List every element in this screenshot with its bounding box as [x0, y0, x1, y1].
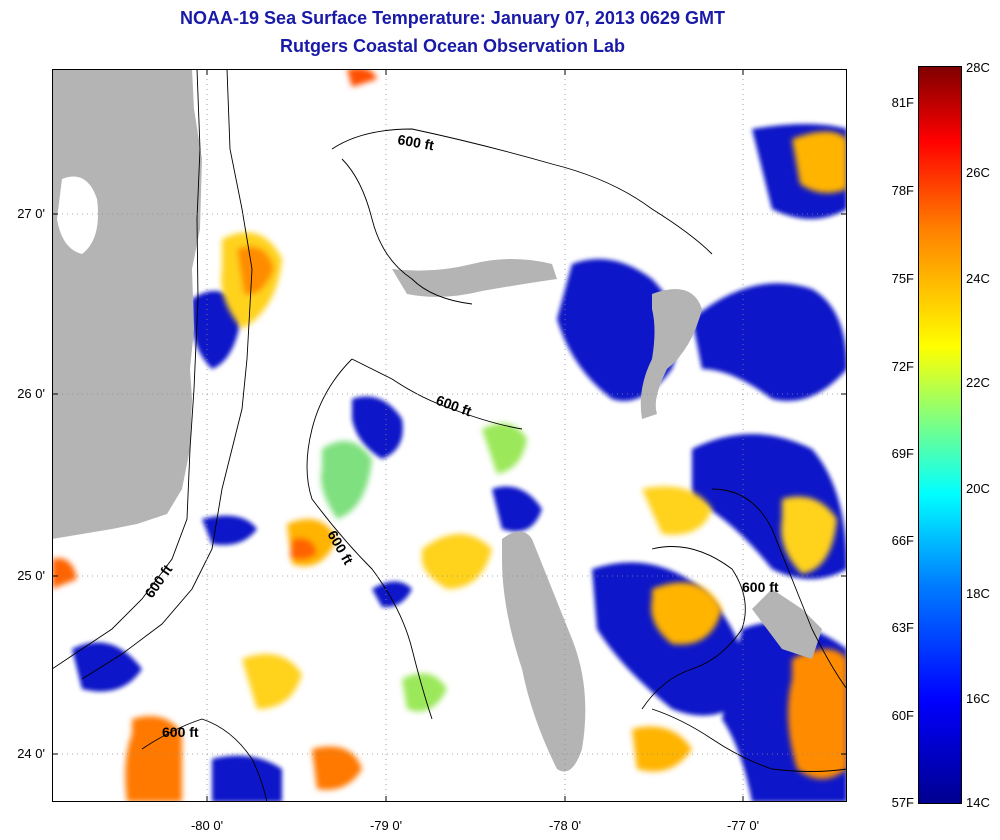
map-subtitle: Rutgers Coastal Ocean Observation Lab	[279, 36, 626, 56]
lat-tick-label: 24 0'	[17, 746, 45, 761]
sst-map: 600 ft 600 ft 600 ft 600 ft 600 ft 600 f…	[52, 69, 847, 802]
temperature-colorbar	[918, 66, 962, 804]
colorbar-c-label: 14C	[966, 795, 990, 810]
isobath-contours	[52, 69, 847, 802]
colorbar-c-label: 22C	[966, 375, 990, 390]
colorbar-c-label: 24C	[966, 271, 990, 286]
colorbar-f-label: 63F	[891, 620, 914, 635]
eleuthera	[752, 589, 822, 659]
colorbar-f-label: 81F	[891, 95, 914, 110]
colorbar-c-label: 28C	[966, 60, 990, 75]
colorbar-f-label: 60F	[891, 708, 914, 723]
contour-label: 600 ft	[162, 724, 199, 740]
colorbar-f-label: 75F	[891, 271, 914, 286]
lat-tick-label: 27 0'	[17, 206, 45, 221]
contour-label: 600 ft	[396, 131, 435, 153]
colorbar-c-label: 20C	[966, 481, 990, 496]
andros	[502, 531, 586, 772]
lon-tick-label: -80 0'	[190, 818, 224, 833]
lon-tick-label: -77 0'	[726, 818, 760, 833]
sst-cold-patches	[52, 124, 847, 802]
colorbar-c-label: 16C	[966, 691, 990, 706]
colorbar-f-label: 72F	[891, 359, 914, 374]
colorbar-c-label: 26C	[966, 165, 990, 180]
map-title: NOAA-19 Sea Surface Temperature: January…	[180, 8, 725, 28]
lon-tick-label: -78 0'	[548, 818, 582, 833]
florida-peninsula	[52, 69, 202, 539]
lat-tick-label: 26 0'	[17, 386, 45, 401]
grand-bahama	[392, 259, 557, 297]
lon-tick-label: -79 0'	[369, 818, 403, 833]
colorbar-f-label: 69F	[891, 446, 914, 461]
colorbar-c-label: 18C	[966, 586, 990, 601]
abaco	[640, 289, 702, 419]
colorbar-f-label: 57F	[891, 795, 914, 810]
colorbar-f-label: 78F	[891, 183, 914, 198]
graticule	[52, 69, 847, 802]
contour-label: 600 ft	[742, 579, 779, 595]
sst-warm-patches	[52, 69, 847, 802]
lat-tick-label: 25 0'	[17, 568, 45, 583]
colorbar-f-label: 66F	[891, 533, 914, 548]
